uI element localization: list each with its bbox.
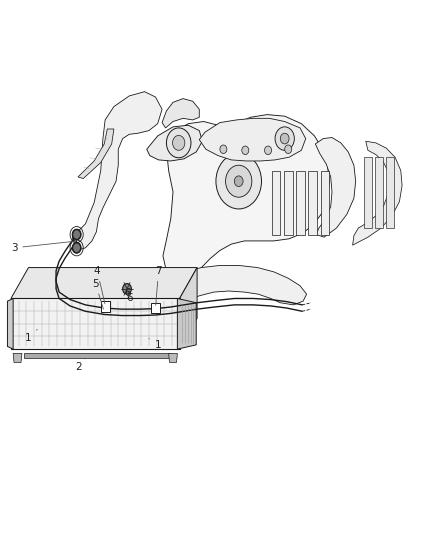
Polygon shape [163,115,329,278]
Circle shape [72,243,81,253]
Text: 4: 4 [94,266,105,304]
Circle shape [242,146,249,155]
Circle shape [280,133,289,144]
Circle shape [234,176,243,187]
Polygon shape [375,157,383,228]
Text: 6: 6 [126,294,133,303]
Circle shape [123,284,131,294]
Polygon shape [151,303,160,313]
Polygon shape [272,171,280,235]
Text: 5: 5 [92,279,103,309]
Polygon shape [308,171,317,235]
Circle shape [73,243,81,253]
Polygon shape [162,99,199,128]
Circle shape [275,127,294,150]
Polygon shape [199,118,306,161]
Polygon shape [161,265,307,313]
Circle shape [265,146,272,155]
Polygon shape [296,171,305,235]
Text: 1: 1 [25,329,37,343]
Polygon shape [169,353,177,362]
Text: 7: 7 [155,266,162,305]
Polygon shape [7,298,13,349]
Text: 2: 2 [75,358,85,372]
Circle shape [73,230,81,239]
Circle shape [226,165,252,197]
Polygon shape [284,171,293,235]
Polygon shape [353,141,402,245]
Polygon shape [11,268,197,298]
Circle shape [285,145,292,154]
Polygon shape [386,157,394,228]
Polygon shape [147,125,202,161]
Circle shape [220,145,227,154]
Circle shape [216,154,261,209]
Text: 6: 6 [124,288,131,298]
Polygon shape [101,301,110,312]
Circle shape [173,135,185,150]
Text: 3: 3 [11,241,75,253]
Polygon shape [315,138,356,237]
Polygon shape [321,171,329,235]
Circle shape [72,229,81,240]
Polygon shape [72,92,162,251]
Polygon shape [180,268,197,349]
Polygon shape [78,129,114,179]
Polygon shape [11,298,180,349]
Polygon shape [13,353,22,362]
Circle shape [166,128,191,158]
Polygon shape [24,353,171,358]
Polygon shape [177,298,196,349]
Polygon shape [364,157,372,228]
Text: 1: 1 [149,338,161,350]
